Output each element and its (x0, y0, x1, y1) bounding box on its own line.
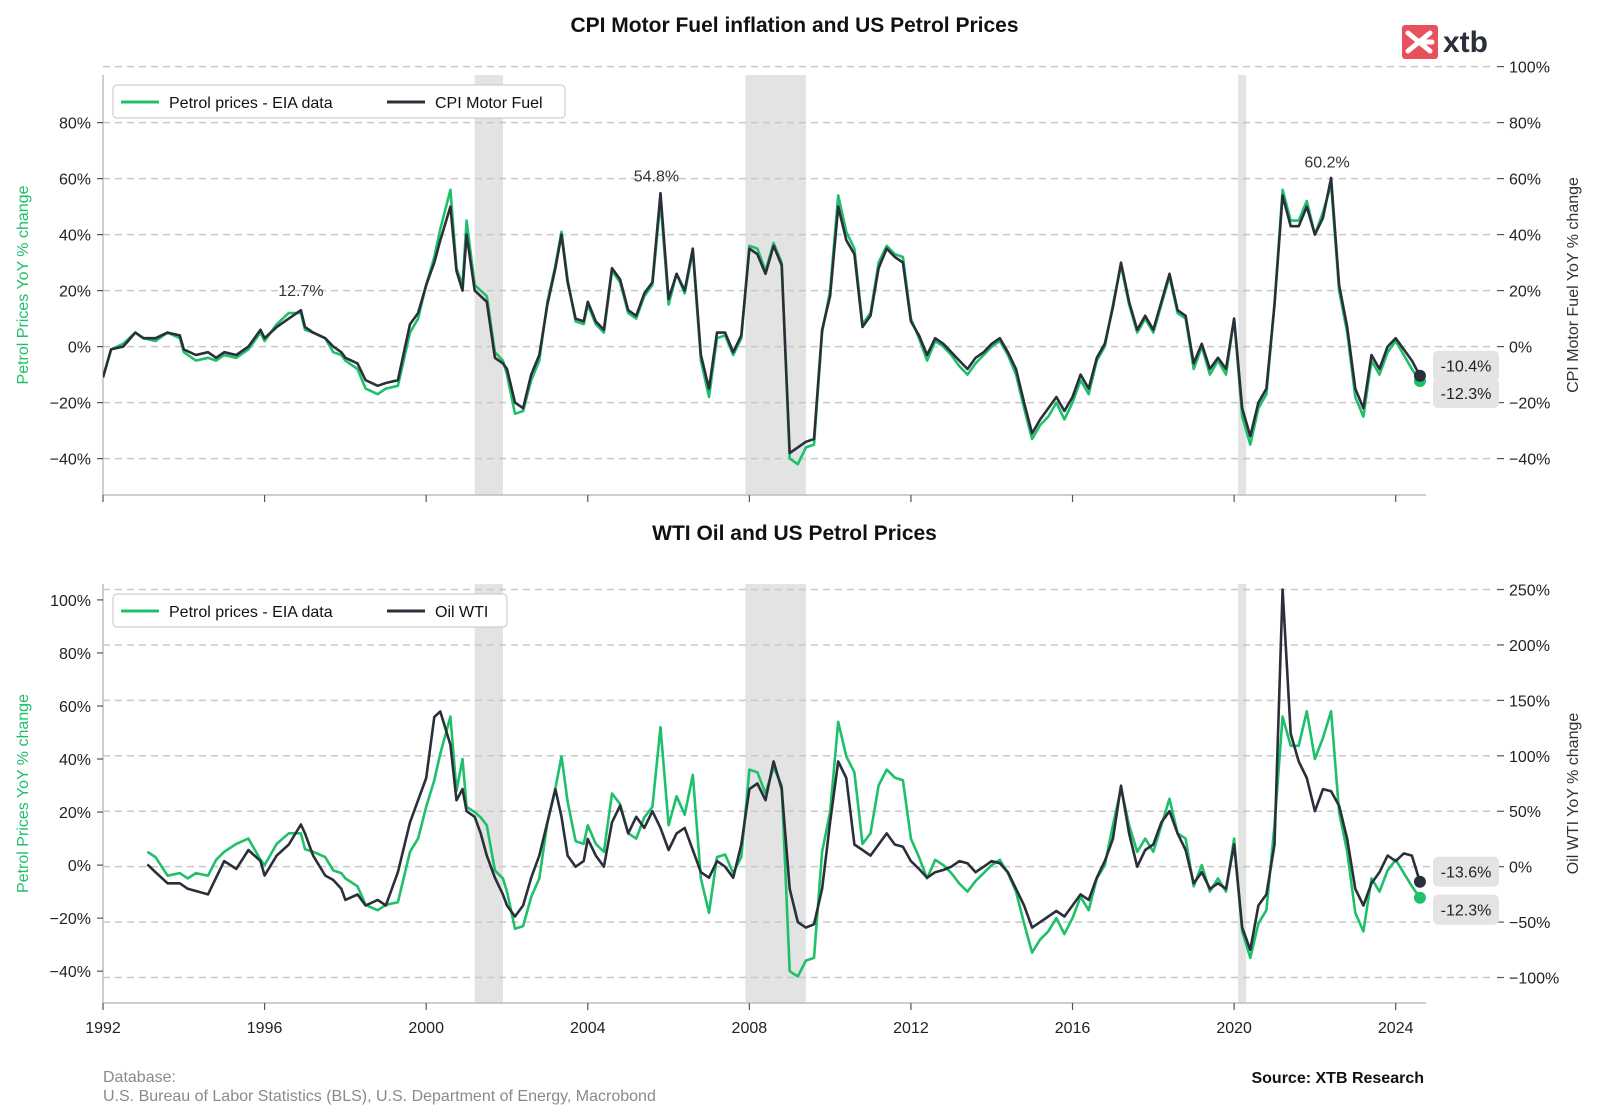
y-axis-label-right: Oil WTI YoY % change (1565, 713, 1582, 875)
peak-annotation: 12.7% (278, 283, 323, 300)
y-tick-label-left: 80% (59, 116, 91, 133)
x-tick-label: 2004 (570, 1020, 606, 1037)
y-tick-label-left: 20% (59, 805, 91, 822)
legend (112, 84, 566, 119)
recession-band (745, 75, 806, 495)
y-tick-label-right: 50% (1509, 804, 1541, 821)
peak-annotation: 60.2% (1304, 154, 1349, 171)
legend-entry: Petrol prices - EIA data (169, 95, 333, 112)
y-tick-label-right: 250% (1509, 583, 1550, 600)
y-tick-label-left: −20% (50, 396, 91, 413)
recession-band (474, 75, 503, 495)
panel-cpi-motor-fuel: CPI Motor Fuel inflation and US Petrol P… (15, 14, 1582, 502)
y-tick-label-left: −40% (50, 452, 91, 469)
y-tick-label-left: 20% (59, 284, 91, 301)
y-tick-label-right: −20% (1509, 396, 1550, 413)
y-tick-label-right: 40% (1509, 228, 1541, 245)
y-tick-label-left: 0% (68, 340, 91, 357)
y-tick-label-right: 20% (1509, 284, 1541, 301)
y-tick-label-right: 150% (1509, 693, 1550, 710)
y-tick-label-left: 60% (59, 172, 91, 189)
x-tick-label: 1992 (85, 1020, 121, 1037)
y-tick-label-left: 0% (68, 858, 91, 875)
panel-wti-oil: WTI Oil and US Petrol Prices −40% −20% 0% 20… (15, 522, 1582, 1037)
recession-band (745, 584, 806, 1003)
recession-band (474, 584, 503, 1003)
x-tick-label: 2012 (893, 1020, 929, 1037)
y-tick-label-right: 100% (1509, 60, 1550, 77)
xtb-logo: xtb (1402, 25, 1488, 59)
x-tick-label: 2008 (732, 1020, 768, 1037)
last-value-box (1433, 350, 1499, 381)
y-tick-label-right: 100% (1509, 749, 1550, 766)
xtb-logo-cross-icon (1405, 30, 1435, 54)
database-sources: U.S. Bureau of Labor Statistics (BLS), U… (103, 1088, 656, 1105)
database-label: Database: (103, 1069, 176, 1086)
peak-annotation: 54.8% (634, 168, 679, 185)
x-tick-label: 2016 (1055, 1020, 1091, 1037)
y-tick-label-right: −50% (1509, 915, 1550, 932)
chart-title: CPI Motor Fuel inflation and US Petrol P… (570, 14, 1018, 37)
series-line-secondary (146, 588, 1422, 952)
legend-entry: Petrol prices - EIA data (169, 604, 333, 621)
chart-title: WTI Oil and US Petrol Prices (652, 522, 937, 545)
y-tick-label-right: −40% (1509, 452, 1550, 469)
y-tick-label-left: 100% (50, 593, 91, 610)
series-line-secondary (103, 176, 1422, 455)
y-axis-label-left: Petrol Prices YoY % change (15, 185, 32, 384)
y-tick-label-right: −100% (1509, 971, 1559, 988)
y-axis-label-left: Petrol Prices YoY % change (15, 694, 32, 893)
y-tick-label-right: 0% (1509, 340, 1532, 357)
last-value-label: -12.3% (1441, 386, 1492, 403)
last-value-box (1433, 378, 1499, 409)
x-tick-label: 1996 (247, 1020, 283, 1037)
y-tick-label-left: 40% (59, 752, 91, 769)
last-value-box (1433, 894, 1499, 925)
last-value-box (1433, 856, 1499, 887)
series-end-marker (1413, 369, 1426, 382)
y-tick-label-left: 80% (59, 646, 91, 663)
y-tick-label-right: 80% (1509, 116, 1541, 133)
x-tick-label: 2020 (1216, 1020, 1252, 1037)
series-end-marker (1413, 891, 1426, 904)
xtb-brand-name: xtb (1443, 26, 1488, 59)
legend (112, 593, 508, 628)
y-tick-label-right: 0% (1509, 860, 1532, 877)
y-tick-label-left: −40% (50, 964, 91, 981)
last-value-label: -10.4% (1441, 359, 1492, 376)
x-tick-label: 2024 (1378, 1020, 1414, 1037)
recession-band (1238, 584, 1247, 1003)
y-tick-label-right: 200% (1509, 638, 1550, 655)
y-tick-label-left: 60% (59, 699, 91, 716)
x-tick-label: 2000 (408, 1020, 444, 1037)
recession-band (1238, 75, 1247, 495)
legend-entry: CPI Motor Fuel (435, 95, 543, 112)
series-end-marker (1413, 875, 1426, 888)
y-tick-label-left: 40% (59, 228, 91, 245)
y-tick-label-right: 60% (1509, 172, 1541, 189)
y-axis-label-right: CPI Motor Fuel YoY % change (1565, 177, 1582, 393)
legend-entry: Oil WTI (435, 604, 488, 621)
y-tick-label-left: −20% (50, 911, 91, 928)
last-value-label: -13.6% (1441, 865, 1492, 882)
last-value-label: -12.3% (1441, 903, 1492, 920)
source-credit: Source: XTB Research (1251, 1070, 1424, 1087)
